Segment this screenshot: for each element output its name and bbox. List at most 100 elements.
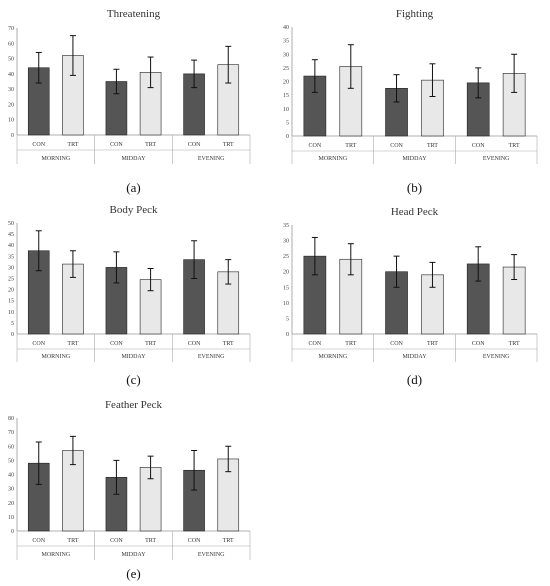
chart-fighting: Fighting 0 5 10 15 20 25 30 35 40 CON TRT MORNING CON… <box>283 8 538 195</box>
y-tick-label: 35 <box>283 223 289 229</box>
group-label: EVENING <box>198 156 225 162</box>
category-label: CON <box>188 341 201 347</box>
y-tick-label: 5 <box>286 316 289 322</box>
y-tick-label: 20 <box>8 288 14 294</box>
y-tick-label: 30 <box>283 52 289 58</box>
category-label: TRT <box>223 142 234 148</box>
chart-threatening: Threatening 0 10 20 30 40 50 60 70 CON TRT MORNING C… <box>8 8 251 195</box>
y-tick-label: 40 <box>8 72 14 78</box>
chart-head-peck: Head Peck 0 5 10 15 20 25 30 35 CON TRT MORNING CON T… <box>283 206 538 387</box>
category-label: TRT <box>67 538 78 544</box>
chart-title: Body Peck <box>110 204 158 216</box>
y-tick-label: 20 <box>8 501 14 507</box>
y-tick-label: 45 <box>8 232 14 238</box>
category-label: TRT <box>427 143 438 149</box>
category-label: CON <box>472 341 485 347</box>
chart-title: Threatening <box>107 8 161 20</box>
category-label: TRT <box>223 538 234 544</box>
category-label: TRT <box>67 142 78 148</box>
y-tick-label: 30 <box>8 265 14 271</box>
category-label: TRT <box>345 341 356 347</box>
group-label: MORNING <box>41 156 70 162</box>
category-label: CON <box>309 143 322 149</box>
group-label: MIDDAY <box>121 156 146 162</box>
y-tick-label: 10 <box>283 107 289 113</box>
category-label: CON <box>32 341 45 347</box>
y-tick-label: 0 <box>286 134 289 140</box>
y-tick-label: 60 <box>8 41 14 47</box>
y-tick-label: 35 <box>283 39 289 45</box>
group-label: MORNING <box>318 354 347 360</box>
y-tick-label: 0 <box>11 133 14 139</box>
panel-label: (e) <box>126 566 140 581</box>
y-tick-label: 0 <box>11 332 14 338</box>
y-tick-label: 25 <box>283 66 289 72</box>
y-tick-label: 70 <box>8 26 14 32</box>
category-label: CON <box>110 538 123 544</box>
y-tick-label: 25 <box>283 254 289 260</box>
y-tick-label: 30 <box>8 487 14 493</box>
y-tick-label: 70 <box>8 430 14 436</box>
y-tick-label: 10 <box>283 301 289 307</box>
category-label: TRT <box>145 341 156 347</box>
category-label: TRT <box>427 341 438 347</box>
category-label: CON <box>110 142 123 148</box>
y-tick-label: 0 <box>11 529 14 535</box>
category-label: CON <box>309 341 322 347</box>
y-tick-label: 40 <box>8 243 14 249</box>
category-label: TRT <box>509 341 520 347</box>
chart-title: Head Peck <box>391 206 439 218</box>
category-label: TRT <box>345 143 356 149</box>
y-tick-label: 80 <box>8 416 14 422</box>
panel-label: (d) <box>407 372 422 387</box>
category-label: CON <box>188 538 201 544</box>
category-label: CON <box>32 142 45 148</box>
y-tick-label: 25 <box>8 277 14 283</box>
chart-title: Fighting <box>396 8 434 20</box>
category-label: TRT <box>509 143 520 149</box>
y-tick-label: 20 <box>8 102 14 108</box>
group-label: MIDDAY <box>402 156 427 162</box>
chart-feather-peck: Feather Peck 0 10 20 30 40 50 60 70 80 CON TRT MORNI… <box>8 399 251 581</box>
group-label: MIDDAY <box>121 354 146 360</box>
y-tick-label: 40 <box>8 473 14 479</box>
panel-label: (c) <box>126 372 140 387</box>
group-label: EVENING <box>198 354 225 360</box>
y-tick-label: 5 <box>286 120 289 126</box>
y-tick-label: 10 <box>8 310 14 316</box>
y-tick-label: 50 <box>8 57 14 63</box>
y-tick-label: 35 <box>8 254 14 260</box>
group-label: MIDDAY <box>121 552 146 558</box>
category-label: CON <box>188 142 201 148</box>
y-tick-label: 10 <box>8 118 14 124</box>
y-tick-label: 40 <box>283 25 289 31</box>
group-label: MORNING <box>318 156 347 162</box>
group-label: MIDDAY <box>402 354 427 360</box>
category-label: CON <box>390 143 403 149</box>
chart-body-peck: Body Peck 0 5 10 15 20 25 30 35 40 45 50 CON TRT MORNI… <box>8 204 251 387</box>
category-label: CON <box>472 143 485 149</box>
group-label: EVENING <box>198 552 225 558</box>
panel-label: (a) <box>126 180 140 195</box>
y-tick-label: 15 <box>8 299 14 305</box>
y-tick-label: 0 <box>286 332 289 338</box>
chart-title: Feather Peck <box>105 399 163 411</box>
category-label: CON <box>32 538 45 544</box>
y-tick-label: 50 <box>8 458 14 464</box>
y-tick-label: 30 <box>8 87 14 93</box>
y-tick-label: 20 <box>283 270 289 276</box>
category-label: TRT <box>145 538 156 544</box>
group-label: EVENING <box>483 354 510 360</box>
group-label: MORNING <box>41 552 70 558</box>
y-tick-label: 60 <box>8 444 14 450</box>
category-label: CON <box>110 341 123 347</box>
y-tick-label: 15 <box>283 285 289 291</box>
category-label: TRT <box>223 341 234 347</box>
y-tick-label: 10 <box>8 515 14 521</box>
y-tick-label: 20 <box>283 80 289 86</box>
panel-label: (b) <box>407 180 422 195</box>
category-label: TRT <box>67 341 78 347</box>
y-tick-label: 5 <box>11 321 14 327</box>
category-label: CON <box>390 341 403 347</box>
group-label: EVENING <box>483 156 510 162</box>
